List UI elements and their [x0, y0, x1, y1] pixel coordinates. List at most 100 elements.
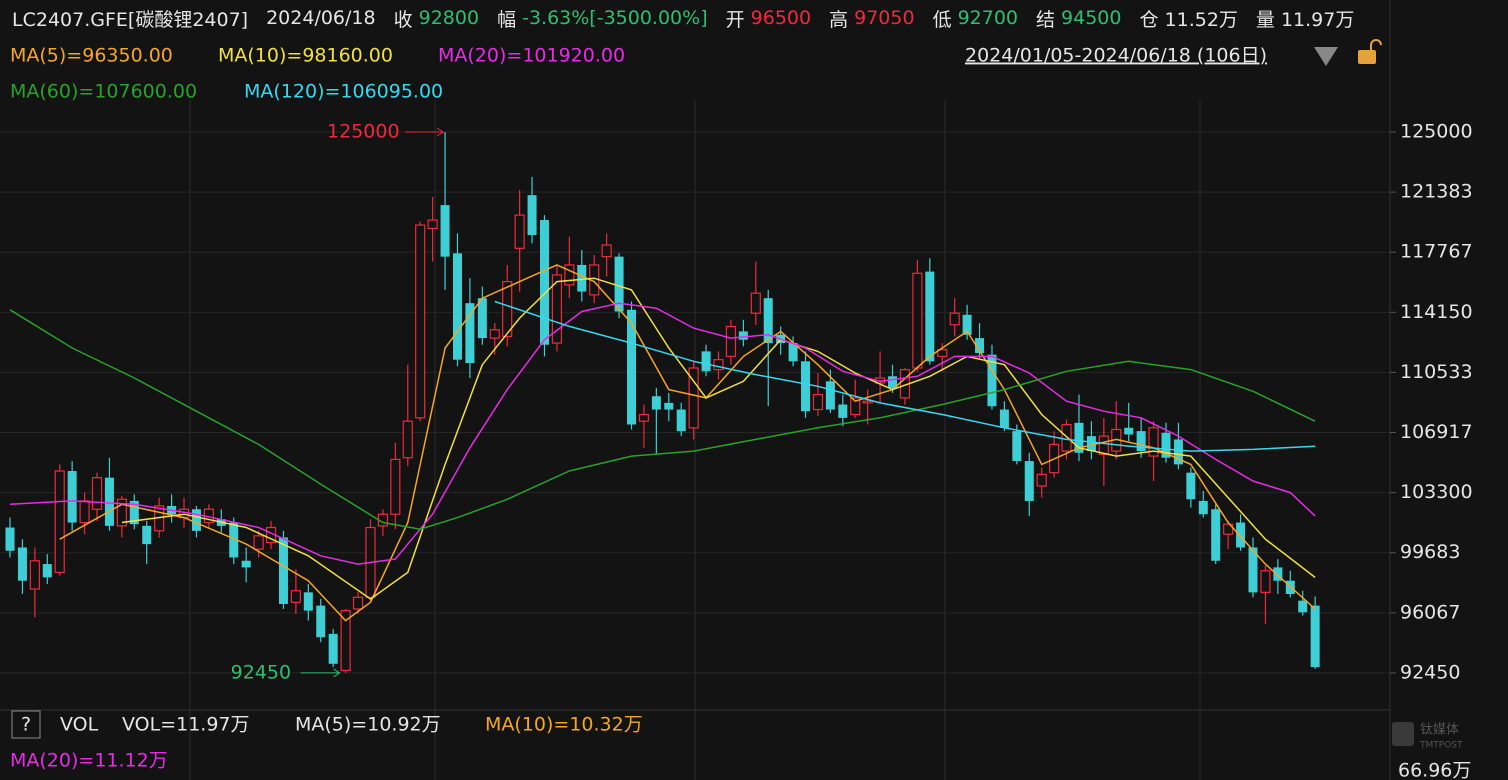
candle-body	[1248, 547, 1258, 593]
candle-body	[67, 471, 77, 523]
candle-body	[763, 298, 773, 344]
candle-body	[1198, 500, 1208, 515]
candle-body	[949, 312, 960, 326]
y-tick-label: 125000	[1400, 121, 1473, 143]
candle-body	[1186, 472, 1196, 500]
ma-line	[9, 309, 1316, 530]
month-separators	[189, 100, 1201, 780]
candle-body	[750, 292, 761, 314]
candle-body	[415, 224, 426, 419]
max-arrow	[405, 127, 444, 137]
candle-body	[1148, 427, 1159, 457]
candle-body	[5, 527, 15, 551]
candle-body	[664, 402, 674, 410]
max-label: 125000	[327, 121, 400, 143]
candle-body	[676, 409, 686, 432]
candle-body	[527, 195, 537, 236]
candle-body	[1074, 422, 1084, 453]
candle-body	[514, 214, 525, 249]
candle-body	[688, 367, 699, 429]
label: 收	[393, 8, 413, 31]
candle-body	[489, 329, 500, 339]
volume: 11.97万	[1280, 8, 1355, 31]
label: 结	[1036, 8, 1056, 31]
y-tick-label: 121383	[1400, 181, 1473, 203]
candle-body	[1161, 432, 1171, 458]
vol-axis-label: 66.96万	[1398, 760, 1471, 780]
label: 低	[932, 8, 952, 31]
label: 量	[1255, 8, 1275, 31]
vol-ma10: MA(10)=10.32万	[485, 714, 643, 736]
dropdown-icon[interactable]	[1314, 47, 1338, 66]
ma-line	[121, 277, 1316, 600]
watermark-cn: 钛媒体	[1420, 723, 1459, 738]
candle-body	[788, 343, 798, 362]
candle-body	[465, 303, 475, 364]
y-tick-label: 117767	[1400, 241, 1473, 263]
candle-body	[29, 560, 40, 590]
candle-body	[116, 498, 127, 527]
candle-body	[825, 381, 835, 410]
candle-body	[1086, 436, 1096, 452]
candle-body	[1273, 567, 1283, 581]
open-interest: 11.52万	[1164, 8, 1238, 31]
candle-body	[1211, 509, 1221, 561]
candle-body	[241, 560, 251, 568]
candle-body	[1012, 431, 1022, 462]
label: 开	[725, 8, 745, 31]
candle-body	[1260, 570, 1271, 593]
y-tick-label: 103300	[1400, 481, 1473, 503]
candle-body	[1298, 600, 1308, 613]
candle-body	[427, 219, 438, 229]
candle-body	[551, 274, 563, 344]
help-icon[interactable]: ?	[21, 714, 31, 736]
candle-body	[627, 309, 636, 425]
candle-body	[701, 351, 711, 372]
watermark-logo	[1392, 722, 1414, 746]
candle-body	[838, 404, 848, 418]
min-arrow	[300, 668, 341, 678]
vol-title: VOL	[60, 714, 99, 736]
candle-body	[290, 590, 301, 603]
candle-body	[104, 477, 114, 526]
candle-body	[1098, 435, 1109, 456]
candle-body	[1061, 423, 1072, 452]
legend-entry: MA(60)=107600.00	[10, 81, 197, 103]
label: 幅	[497, 8, 517, 31]
candle-body	[502, 280, 513, 338]
candle-body	[1173, 439, 1183, 465]
candle-body	[452, 253, 462, 360]
y-tick-label: 106917	[1400, 421, 1473, 443]
candle-body	[340, 610, 351, 672]
candle-body	[91, 477, 103, 510]
min-label: 92450	[231, 661, 291, 683]
candle-body	[316, 605, 326, 638]
candle-body	[17, 547, 27, 581]
candle-body	[975, 338, 985, 354]
candle-body	[1236, 522, 1246, 548]
date: 2024/06/18	[266, 7, 376, 29]
ma-line	[9, 302, 1316, 565]
candle-body	[390, 458, 401, 515]
candle-body	[638, 413, 650, 422]
help-box[interactable]	[11, 710, 41, 739]
date-range[interactable]: 2024/01/05-2024/06/18 (106日)	[965, 45, 1267, 67]
candle-body	[614, 256, 624, 312]
candle-body	[1124, 427, 1134, 435]
candle-body	[142, 525, 152, 545]
candle-body	[402, 420, 413, 459]
candle-body	[937, 349, 948, 357]
candle-body	[812, 393, 824, 411]
watermark-en: TMTPOST	[1419, 741, 1463, 751]
label: 仓	[1139, 8, 1159, 31]
change: -3.63%[-3500.00%]	[522, 7, 708, 29]
candle-body	[352, 596, 364, 610]
candle-body	[278, 537, 288, 604]
candle-body	[912, 272, 923, 369]
lock-icon[interactable]	[1358, 39, 1382, 64]
vol-value: VOL=11.97万	[122, 714, 250, 736]
lock-body	[1358, 50, 1376, 64]
y-tick-label: 92450	[1400, 661, 1460, 683]
